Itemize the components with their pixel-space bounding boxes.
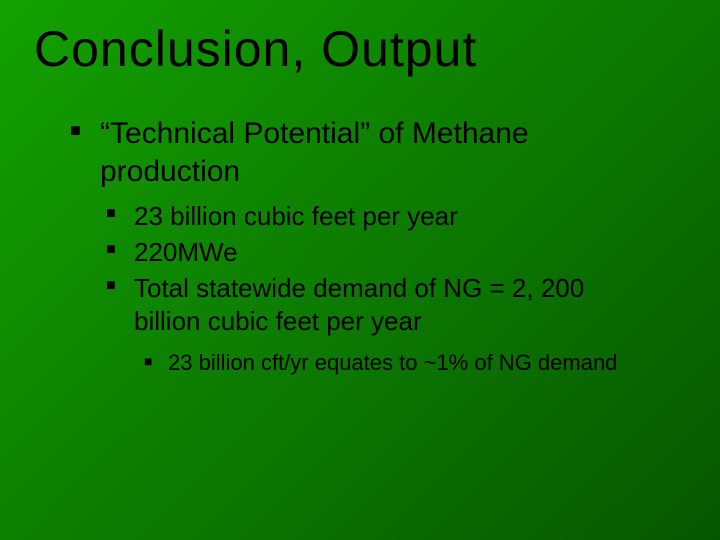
bullet-lvl3-text: 23 billion cft/yr equates to ~1% of NG d…	[168, 350, 617, 375]
bullet-list-lvl2: 23 billion cubic feet per year 220MWe To…	[106, 200, 650, 378]
bullet-lvl3-item: 23 billion cft/yr equates to ~1% of NG d…	[144, 349, 650, 378]
bullet-lvl2-text: Total statewide demand of NG = 2, 200 bi…	[134, 273, 584, 337]
bullet-lvl2-text: 23 billion cubic feet per year	[134, 201, 458, 231]
bullet-lvl1-item: “Technical Potential” of Methane product…	[70, 115, 650, 378]
bullet-lvl2-item: 220MWe	[106, 236, 650, 270]
slide-title: Conclusion, Output	[0, 0, 720, 77]
bullet-lvl2-item: 23 billion cubic feet per year	[106, 200, 650, 234]
bullet-lvl1-text: “Technical Potential” of Methane product…	[100, 117, 529, 188]
slide-body: “Technical Potential” of Methane product…	[0, 77, 720, 378]
bullet-lvl2-text: 220MWe	[134, 237, 238, 267]
slide: Conclusion, Output “Technical Potential”…	[0, 0, 720, 540]
bullet-list-lvl1: “Technical Potential” of Methane product…	[70, 115, 650, 378]
bullet-lvl2-item: Total statewide demand of NG = 2, 200 bi…	[106, 272, 650, 378]
bullet-list-lvl3: 23 billion cft/yr equates to ~1% of NG d…	[144, 349, 650, 378]
